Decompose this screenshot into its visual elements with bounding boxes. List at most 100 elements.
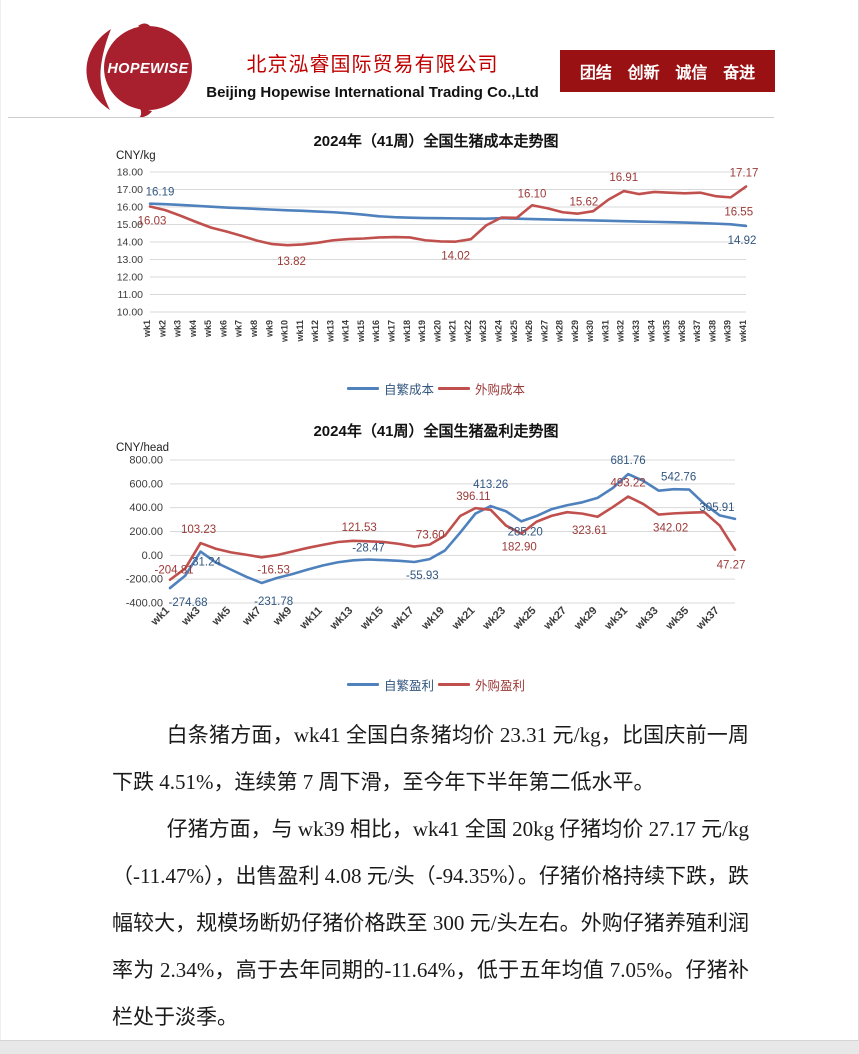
legend-item: 外购盈利 bbox=[438, 675, 525, 694]
legend-label: 自繁盈利 bbox=[383, 679, 434, 693]
svg-text:wk6: wk6 bbox=[218, 320, 228, 338]
svg-text:-16.53: -16.53 bbox=[257, 564, 290, 576]
svg-text:wk24: wk24 bbox=[493, 320, 503, 343]
company-name-block: 北京泓睿国际贸易有限公司 Beijing Hopewise Internatio… bbox=[200, 48, 545, 101]
svg-text:wk31: wk31 bbox=[600, 320, 610, 343]
svg-text:wk38: wk38 bbox=[707, 320, 717, 343]
svg-text:wk21: wk21 bbox=[448, 320, 458, 343]
svg-text:wk14: wk14 bbox=[341, 320, 351, 343]
svg-text:31.24: 31.24 bbox=[192, 557, 221, 569]
svg-text:305.91: 305.91 bbox=[699, 502, 734, 514]
svg-text:17.00: 17.00 bbox=[117, 184, 143, 196]
svg-text:wk26: wk26 bbox=[524, 320, 534, 343]
legend-item: 外购成本 bbox=[438, 379, 525, 398]
svg-text:16.19: 16.19 bbox=[146, 187, 175, 199]
svg-text:400.00: 400.00 bbox=[129, 502, 163, 514]
svg-text:wk35: wk35 bbox=[662, 320, 672, 343]
svg-text:14.02: 14.02 bbox=[441, 251, 470, 263]
svg-text:285.20: 285.20 bbox=[508, 526, 543, 538]
svg-text:600.00: 600.00 bbox=[129, 478, 163, 490]
svg-text:wk25: wk25 bbox=[510, 605, 538, 633]
svg-text:-55.93: -55.93 bbox=[406, 570, 439, 582]
svg-text:wk27: wk27 bbox=[539, 320, 549, 343]
svg-text:wk28: wk28 bbox=[555, 320, 565, 343]
svg-text:wk21: wk21 bbox=[449, 605, 477, 633]
company-name-cn: 北京泓睿国际贸易有限公司 bbox=[246, 54, 499, 76]
header-divider bbox=[8, 117, 774, 118]
company-name-en: Beijing Hopewise International Trading C… bbox=[206, 84, 539, 101]
svg-text:200.00: 200.00 bbox=[129, 526, 163, 538]
svg-text:15.62: 15.62 bbox=[570, 197, 599, 209]
cost-chart-unit-label: CNY/kg bbox=[116, 150, 156, 162]
svg-text:18.00: 18.00 bbox=[117, 167, 143, 179]
svg-text:103.23: 103.23 bbox=[181, 524, 216, 536]
svg-text:-274.68: -274.68 bbox=[168, 597, 207, 609]
svg-text:wk29: wk29 bbox=[571, 605, 599, 633]
motto-word: 诚信 bbox=[675, 65, 708, 82]
svg-text:-400.00: -400.00 bbox=[126, 598, 163, 610]
svg-text:wk10: wk10 bbox=[280, 320, 290, 343]
svg-text:wk32: wk32 bbox=[616, 320, 626, 343]
svg-text:wk20: wk20 bbox=[432, 320, 442, 343]
report-text: 白条猪方面，wk41 全国白条猪均价 23.31 元/kg，比国庆前一周下跌 4… bbox=[112, 712, 749, 1041]
svg-text:wk34: wk34 bbox=[646, 320, 656, 343]
motto-banner: 团结 创新 诚信 奋进 bbox=[560, 50, 775, 92]
svg-text:413.26: 413.26 bbox=[473, 479, 508, 491]
svg-text:wk41: wk41 bbox=[738, 320, 748, 343]
svg-text:wk11: wk11 bbox=[295, 320, 305, 343]
company-logo: HOPEWISE bbox=[86, 23, 192, 118]
svg-text:16.10: 16.10 bbox=[518, 188, 547, 200]
profit-chart-unit-label: CNY/head bbox=[116, 442, 170, 454]
svg-text:121.53: 121.53 bbox=[342, 522, 377, 534]
svg-text:wk9: wk9 bbox=[264, 320, 274, 338]
svg-text:wk11: wk11 bbox=[297, 605, 325, 633]
motto-word: 奋进 bbox=[723, 65, 756, 82]
svg-text:wk33: wk33 bbox=[633, 605, 661, 633]
svg-text:681.76: 681.76 bbox=[611, 455, 646, 467]
svg-text:wk29: wk29 bbox=[570, 320, 580, 343]
svg-text:16.00: 16.00 bbox=[117, 202, 143, 214]
svg-text:wk8: wk8 bbox=[249, 320, 259, 338]
svg-text:wk23: wk23 bbox=[480, 605, 508, 633]
svg-text:-28.47: -28.47 bbox=[352, 543, 385, 555]
svg-text:wk16: wk16 bbox=[371, 320, 381, 343]
svg-text:wk12: wk12 bbox=[310, 320, 320, 343]
legend-label: 自繁成本 bbox=[383, 383, 434, 397]
svg-text:wk31: wk31 bbox=[602, 605, 630, 633]
svg-text:wk5: wk5 bbox=[203, 320, 213, 338]
svg-text:wk2: wk2 bbox=[157, 320, 167, 338]
svg-text:10.00: 10.00 bbox=[117, 307, 143, 319]
svg-text:wk18: wk18 bbox=[402, 320, 412, 343]
svg-text:16.55: 16.55 bbox=[724, 206, 753, 218]
legend-label: 外购盈利 bbox=[475, 679, 526, 693]
profit-chart-svg: 800.00 600.00 400.00 200.00 0.00 -200.00 -400.… bbox=[126, 455, 746, 633]
svg-text:wk9: wk9 bbox=[270, 605, 294, 629]
svg-text:14.92: 14.92 bbox=[728, 235, 757, 247]
legend-line-swatch bbox=[438, 683, 470, 686]
profit-chart-plot: 800.00 600.00 400.00 200.00 0.00 -200.00 -400.… bbox=[112, 446, 760, 663]
legend-label: 外购成本 bbox=[475, 383, 526, 397]
svg-text:wk33: wk33 bbox=[631, 320, 641, 343]
svg-text:342.02: 342.02 bbox=[653, 523, 688, 535]
svg-text:16.03: 16.03 bbox=[138, 215, 167, 227]
svg-text:47.27: 47.27 bbox=[717, 560, 746, 572]
legend-line-swatch bbox=[438, 387, 470, 390]
svg-text:wk7: wk7 bbox=[240, 605, 264, 629]
svg-text:542.76: 542.76 bbox=[661, 472, 696, 484]
svg-text:wk17: wk17 bbox=[387, 320, 397, 343]
svg-text:0.00: 0.00 bbox=[142, 550, 163, 562]
svg-text:323.61: 323.61 bbox=[572, 525, 607, 537]
svg-text:493.22: 493.22 bbox=[611, 478, 646, 490]
paragraph-piglet: 仔猪方面，与 wk39 相比，wk41 全国 20kg 仔猪均价 27.17 元… bbox=[112, 817, 749, 1029]
cost-chart-title: 2024年（41周）全国生猪成本走势图 bbox=[313, 133, 559, 150]
svg-text:wk19: wk19 bbox=[417, 320, 427, 343]
svg-text:wk25: wk25 bbox=[509, 320, 519, 343]
svg-text:wk17: wk17 bbox=[388, 605, 416, 633]
legend-line-swatch bbox=[346, 683, 379, 686]
svg-text:wk37: wk37 bbox=[694, 605, 722, 633]
cost-chart-legend: 自繁成本 外购成本 bbox=[112, 379, 760, 398]
motto-word: 团结 bbox=[579, 65, 612, 82]
legend-item: 自繁成本 bbox=[346, 379, 434, 398]
legend-item: 自繁盈利 bbox=[346, 675, 434, 694]
svg-text:wk4: wk4 bbox=[188, 320, 198, 338]
